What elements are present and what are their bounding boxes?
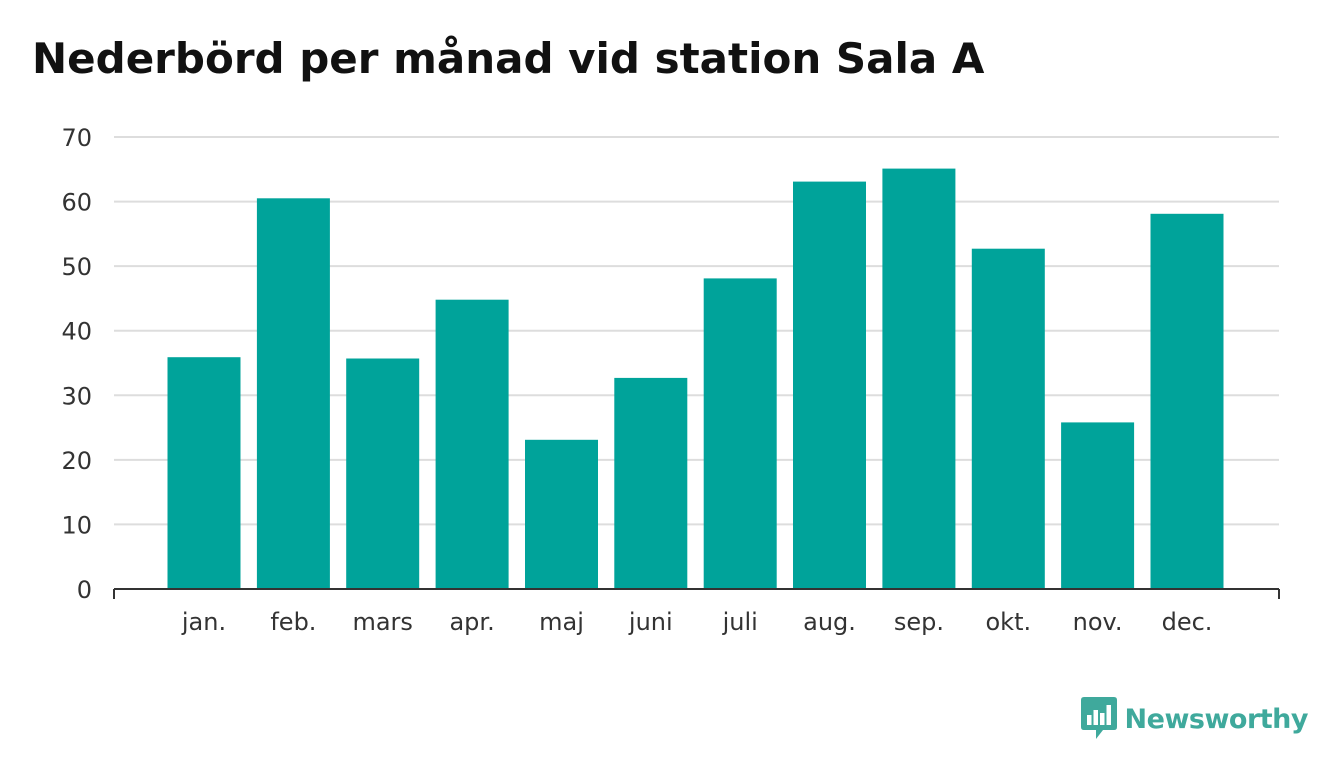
x-tick-label: juli <box>722 608 758 636</box>
brand-name: Newsworthy <box>1124 703 1309 735</box>
x-axis <box>113 588 1280 599</box>
y-tick-label: 70 <box>61 124 92 152</box>
bar <box>882 168 956 589</box>
y-tick-label: 60 <box>61 189 92 217</box>
bar <box>1061 422 1135 589</box>
y-tick-labels: 0 10 20 30 40 50 60 70 <box>61 124 92 604</box>
chart-title: Nederbörd per månad vid station Sala A <box>32 34 985 83</box>
x-tick-label: nov. <box>1073 608 1123 636</box>
bar <box>525 439 598 589</box>
x-tick-label: aug. <box>803 608 856 636</box>
bar <box>346 358 420 589</box>
x-tick-label: sep. <box>894 608 944 636</box>
y-tick-label: 50 <box>61 253 92 281</box>
y-tick-label: 10 <box>61 511 92 539</box>
x-tick-label: maj <box>539 608 584 636</box>
x-tick-label: juni <box>628 608 673 636</box>
x-tick-label: jan. <box>181 608 226 636</box>
bar <box>614 377 688 589</box>
bar <box>256 198 330 590</box>
y-tick-label: 40 <box>61 318 92 346</box>
x-tick-label: okt. <box>985 608 1031 636</box>
y-tick-label: 20 <box>61 447 92 475</box>
x-tick-label: dec. <box>1162 608 1213 636</box>
bar <box>703 278 777 589</box>
y-tick-label: 0 <box>77 576 92 604</box>
bar <box>793 181 866 589</box>
bar <box>435 299 509 589</box>
x-tick-labels: jan. feb. mars apr. maj juni juli aug. sep. okt. n… <box>181 608 1213 636</box>
x-tick-label: apr. <box>449 608 494 636</box>
brand-logo: Newsworthy <box>1080 697 1309 741</box>
bar <box>971 248 1045 589</box>
bars <box>167 168 1224 590</box>
y-tick-label: 30 <box>61 382 92 410</box>
x-tick-label: feb. <box>270 608 316 636</box>
bar <box>167 357 241 589</box>
x-tick-label: mars <box>352 608 412 636</box>
chart-speech-bubble-icon <box>1080 697 1117 739</box>
bar <box>1150 213 1224 590</box>
